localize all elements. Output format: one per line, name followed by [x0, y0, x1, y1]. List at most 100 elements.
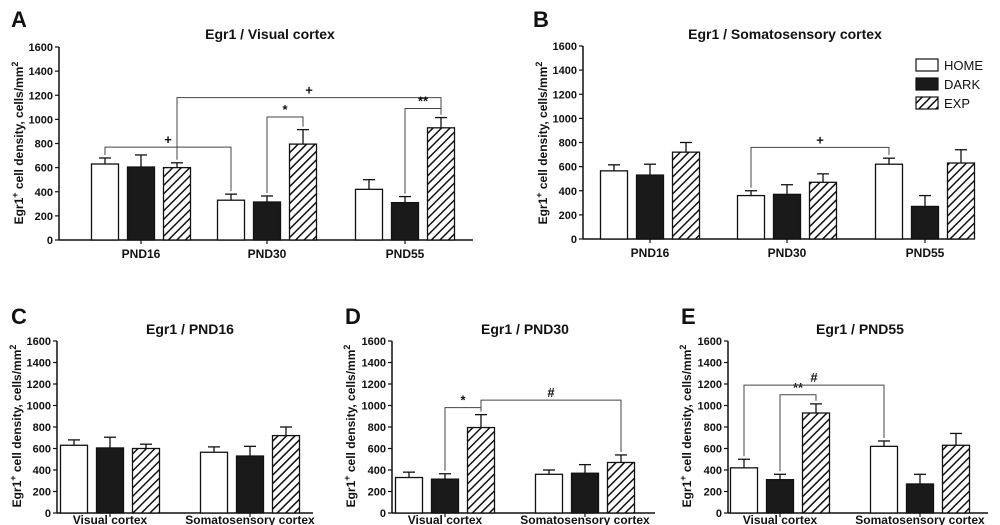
bar-dark — [95, 447, 125, 514]
y-axis-label: Egr1+ cell density, cells/mm2 — [678, 345, 694, 508]
y-tick-label: 400 — [559, 186, 577, 198]
bar-dark — [430, 478, 460, 514]
significance-bracket — [176, 97, 442, 160]
category-label: PND16 — [631, 246, 670, 260]
bar-dark — [772, 193, 802, 240]
bar-dark — [765, 479, 795, 514]
y-axis-label: Egr1+ cell density, cells/mm2 — [10, 62, 26, 225]
bar-home — [199, 451, 229, 514]
y-tick-label: 400 — [368, 465, 386, 477]
significance-marker: # — [810, 370, 818, 385]
y-tick-label: 1000 — [362, 401, 386, 413]
y-tick-label: 600 — [33, 444, 51, 456]
bar-dark — [570, 472, 600, 514]
y-tick-label: 1600 — [27, 336, 51, 348]
significance-marker: + — [305, 83, 313, 98]
significance-bracket — [480, 399, 622, 452]
y-tick-label: 200 — [33, 487, 51, 499]
bar-exp — [271, 434, 301, 514]
bar-exp — [466, 426, 496, 514]
bar-exp — [131, 447, 161, 514]
significance-marker: * — [282, 102, 288, 117]
y-tick-label: 200 — [559, 210, 577, 222]
bar-dark — [905, 483, 935, 514]
bar-dark — [126, 166, 156, 241]
bar-exp — [288, 143, 318, 241]
panel-c: C Egr1 / PND16 Egr1+ cell density, cells/m… — [8, 304, 315, 525]
significance-marker: + — [164, 132, 172, 147]
y-tick-label: 200 — [368, 487, 386, 499]
y-tick-label: 1000 — [29, 114, 53, 126]
y-tick-label: 1000 — [27, 401, 51, 413]
category-label: Somatosensory cortex — [520, 513, 650, 525]
y-tick-label: 400 — [704, 465, 722, 477]
panel-d: D Egr1 / PND30 Egr1+ cell density, cells/m… — [342, 304, 655, 525]
y-tick-label: 0 — [716, 508, 722, 520]
bar-dark — [910, 205, 940, 240]
chart-title: Egr1 / Somatosensory cortex — [688, 26, 882, 42]
bar-dark — [390, 201, 420, 241]
significance-marker: * — [460, 393, 466, 408]
panel-letter: A — [11, 7, 27, 32]
y-tick-label: 1000 — [553, 113, 577, 125]
y-tick-label: 600 — [704, 444, 722, 456]
y-tick-label: 1200 — [27, 379, 51, 391]
bar-home — [534, 473, 564, 514]
bar-exp — [426, 127, 456, 241]
y-tick-label: 800 — [368, 422, 386, 434]
legend-swatch-dark — [915, 77, 939, 91]
bar-exp — [606, 461, 636, 514]
y-tick-label: 200 — [35, 211, 53, 223]
bar-home — [216, 199, 246, 241]
bar-home — [729, 467, 759, 514]
legend-swatch-exp — [915, 96, 939, 110]
legend-label: HOME — [944, 58, 983, 73]
significance-bracket — [750, 146, 890, 188]
panel-letter: E — [681, 304, 696, 329]
significance-marker: + — [816, 132, 824, 147]
panel-letter: C — [11, 304, 27, 329]
bar-exp — [941, 444, 971, 514]
category-label: PND16 — [122, 247, 161, 261]
y-tick-label: 0 — [571, 234, 577, 246]
panel-e: E Egr1 / PND55 Egr1+ cell density, cells/m… — [678, 304, 988, 525]
significance-marker: ** — [793, 380, 804, 395]
bar-home — [874, 163, 904, 240]
y-tick-label: 0 — [45, 508, 51, 520]
significance-bracket — [779, 394, 817, 472]
legend-label: EXP — [944, 96, 970, 111]
panel-letter: B — [533, 7, 549, 32]
y-tick-label: 800 — [35, 139, 53, 151]
y-tick-label: 1600 — [362, 336, 386, 348]
legend: HOME DARK EXP — [915, 58, 983, 111]
y-tick-label: 1400 — [553, 65, 577, 77]
y-tick-label: 400 — [33, 465, 51, 477]
category-label: PND30 — [768, 246, 807, 260]
significance-bracket — [266, 116, 304, 193]
bar-exp — [162, 166, 192, 241]
y-tick-label: 1400 — [698, 358, 722, 370]
y-axis-label: Egr1+ cell density, cells/mm2 — [342, 345, 358, 508]
y-tick-label: 1000 — [698, 401, 722, 413]
chart-title: Egr1 / PND55 — [816, 321, 904, 337]
bar-home — [599, 170, 629, 240]
y-axis-label: Egr1+ cell density, cells/mm2 — [534, 62, 550, 225]
category-label: Visual cortex — [73, 513, 148, 525]
category-label: Visual cortex — [743, 513, 818, 525]
y-tick-label: 1600 — [553, 41, 577, 53]
bar-exp — [801, 412, 831, 514]
bar-home — [869, 445, 899, 514]
y-tick-label: 200 — [704, 487, 722, 499]
chart-title: Egr1 / Visual cortex — [205, 26, 335, 42]
chart-title: Egr1 / PND30 — [481, 321, 569, 337]
bar-exp — [808, 181, 838, 240]
bar-exp — [946, 162, 976, 240]
y-tick-label: 800 — [704, 422, 722, 434]
significance-bracket — [104, 146, 232, 192]
y-tick-label: 800 — [559, 138, 577, 150]
bar-home — [59, 444, 89, 514]
bar-home — [736, 194, 766, 240]
y-tick-label: 1400 — [29, 66, 53, 78]
category-label: PND30 — [248, 247, 287, 261]
